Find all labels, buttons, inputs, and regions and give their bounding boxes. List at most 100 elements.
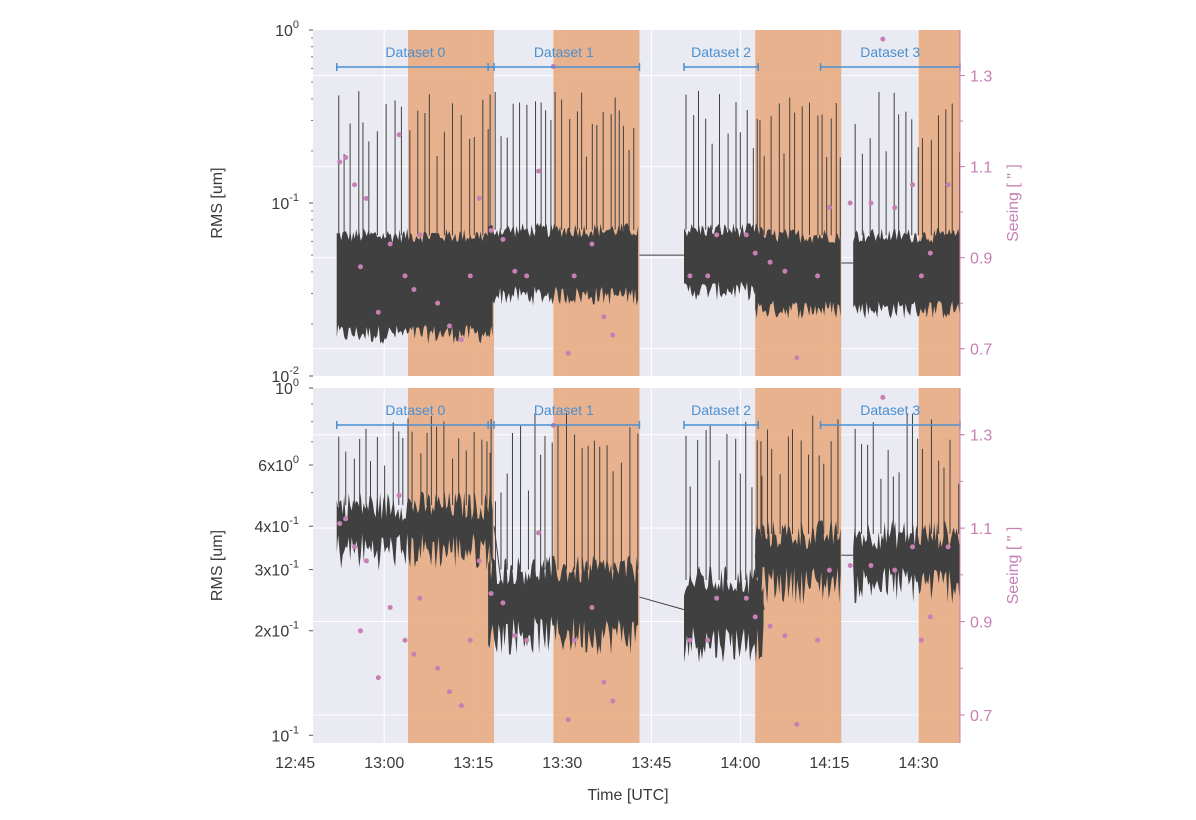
seeing-point (794, 355, 800, 361)
seeing-point (337, 520, 343, 526)
seeing-point (571, 637, 577, 643)
rms-connector (493, 254, 504, 264)
seeing-point (880, 394, 886, 400)
seeing-point (435, 665, 441, 671)
seeing-point (892, 567, 898, 573)
seeing-point (847, 563, 853, 568)
seeing-point (352, 182, 358, 188)
seeing-point (352, 544, 358, 550)
rms-band-4 (853, 228, 960, 319)
shaded-region-0 (407, 388, 495, 743)
seeing-point (910, 544, 916, 550)
seeing-point (589, 241, 595, 247)
y-tick-label: 3x10-1 (255, 559, 299, 580)
rms-connector (754, 555, 765, 610)
seeing-point (512, 633, 518, 639)
seeing-point (402, 273, 408, 279)
seeing-point (402, 637, 408, 643)
seeing-point (375, 309, 381, 315)
seeing-point (927, 614, 933, 620)
y-tick-label: 100 (275, 377, 299, 398)
seeing-tick-label: 1.1 (970, 160, 992, 177)
rms-band-2 (684, 566, 764, 663)
seeing-point (375, 675, 381, 681)
dataset-label-2: Dataset 2 (691, 44, 751, 60)
seeing-point (705, 273, 711, 279)
y-tick-label: 10-1 (271, 724, 299, 745)
x-tick-label: 13:00 (364, 755, 404, 772)
seeing-point (868, 200, 874, 206)
seeing-point (945, 182, 951, 188)
seeing-tick-label: 1.1 (970, 521, 992, 538)
top-panel: Dataset 0 Dataset 1 Dataset 2 Dataset 3 100 1… (209, 19, 1022, 386)
seeing-point (610, 698, 616, 704)
seeing-tick-label: 0.7 (970, 342, 992, 359)
rms-band-4 (853, 520, 960, 604)
rms-band-1 (488, 222, 639, 306)
x-tick-label: 13:30 (542, 755, 582, 772)
rms-connector (639, 596, 685, 611)
seeing-point (500, 600, 506, 606)
y-tick-label: 100 (275, 19, 299, 40)
seeing-point (767, 259, 773, 265)
seeing-point (476, 558, 482, 564)
seeing-point (705, 637, 711, 643)
seeing-point (387, 605, 393, 611)
x-tick-label: 14:00 (720, 755, 760, 772)
seeing-tick-label: 1.3 (970, 428, 992, 445)
rms-connector (754, 254, 765, 264)
x-axis-label: Time [UTC] (587, 787, 668, 804)
seeing-point (467, 273, 473, 279)
seeing-point (363, 558, 369, 564)
seeing-point (815, 273, 821, 279)
x-tick-label: 14:30 (898, 755, 938, 772)
seeing-point (363, 195, 369, 201)
seeing-point (927, 250, 933, 256)
seeing-point (536, 530, 542, 536)
y-tick-label: 10-2 (271, 365, 299, 386)
seeing-point (343, 516, 349, 522)
seeing-point (571, 273, 577, 279)
y-tick-label: 6x100 (258, 454, 299, 475)
seeing-point (435, 300, 441, 306)
seeing-point (500, 236, 506, 242)
x-tick-label: 14:15 (809, 755, 849, 772)
x-axis: 12:45 13:00 13:15 13:30 13:45 14:00 14:15 14:30 (275, 755, 938, 772)
rms-band-3 (755, 520, 841, 605)
seeing-point (743, 595, 749, 601)
seeing-point (782, 268, 788, 274)
seeing-point (752, 250, 758, 256)
seeing-point (411, 651, 417, 657)
dataset-label-1: Dataset 1 (534, 402, 594, 418)
seeing-point (687, 273, 693, 279)
seeing-point (589, 605, 595, 611)
seeing-point (357, 264, 363, 270)
seeing-point (524, 273, 530, 279)
seeing-point (752, 614, 758, 620)
x-tick-label: 12:45 (275, 755, 315, 772)
seeing-point (826, 567, 832, 573)
seeing-axis-label: Seeing [ " ] (1005, 164, 1022, 242)
seeing-point (687, 637, 693, 643)
seeing-point (910, 182, 916, 188)
seeing-point (417, 232, 423, 238)
seeing-point (458, 337, 464, 343)
seeing-point (601, 679, 607, 685)
dataset-label-0: Dataset 0 (385, 44, 445, 60)
seeing-point (601, 314, 607, 320)
seeing-point (411, 287, 417, 292)
seeing-point (476, 195, 482, 201)
seeing-tick-label: 0.9 (970, 615, 992, 632)
seeing-point (387, 241, 393, 247)
seeing-point (815, 637, 821, 643)
seeing-point (794, 721, 800, 727)
y-tick-label: 10-1 (271, 192, 299, 213)
seeing-point (396, 132, 402, 138)
x-tick-label: 13:45 (631, 755, 671, 772)
seeing-point (396, 492, 402, 498)
seeing-tick-label: 1.3 (970, 69, 992, 86)
seeing-point (524, 637, 530, 643)
seeing-point (714, 232, 720, 238)
seeing-point (743, 232, 749, 238)
